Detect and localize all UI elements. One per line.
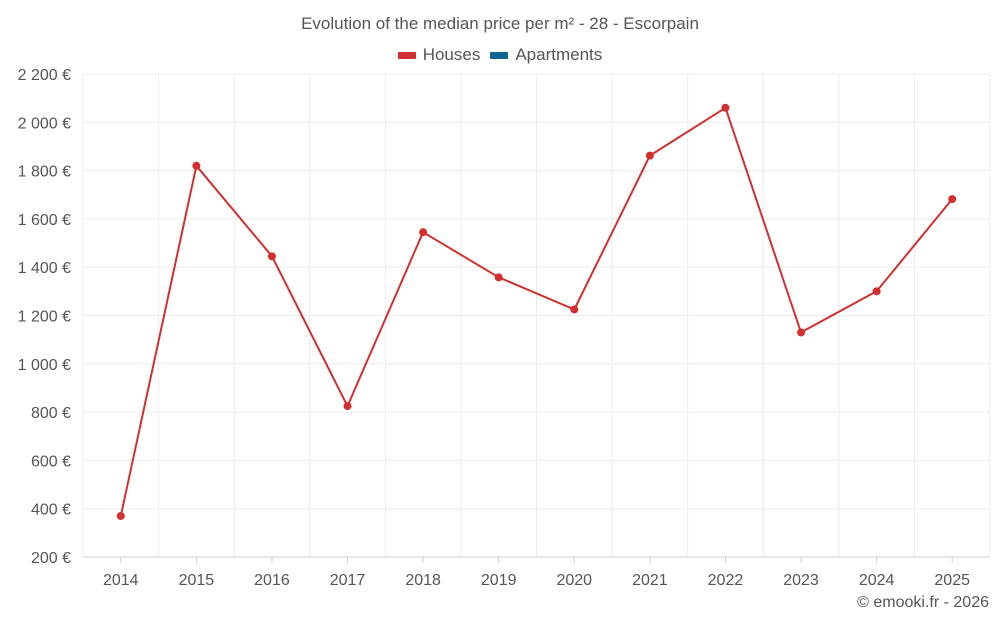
x-tick-label: 2022 — [708, 572, 744, 589]
data-point-houses-2022 — [721, 103, 730, 112]
legend-item-houses[interactable]: Houses — [397, 45, 481, 65]
x-axis-ticks: 2014 2015 2016 2017 2018 2019 2020 2021 2022 2023… — [103, 557, 970, 589]
legend: Houses Apartments — [0, 45, 1000, 65]
data-point-houses-2024 — [872, 287, 881, 296]
y-tick-label: 2 200 € — [18, 67, 71, 84]
legend-label-apartments: Apartments — [515, 45, 603, 64]
y-tick-label: 2 000 € — [18, 115, 71, 132]
apartments-swatch — [490, 51, 509, 59]
x-tick-label: 2017 — [330, 572, 366, 589]
data-point-houses-2021 — [645, 151, 654, 160]
y-tick-label: 1 000 € — [18, 357, 71, 374]
series — [116, 103, 957, 520]
chart-title: Evolution of the median price per m² - 2… — [301, 14, 699, 33]
x-tick-label: 2023 — [783, 572, 819, 589]
data-point-houses-2025 — [948, 195, 957, 204]
y-tick-label: 200 € — [31, 550, 71, 567]
houses-swatch — [397, 51, 416, 59]
y-tick-label: 1 600 € — [18, 212, 71, 229]
y-tick-label: 1 800 € — [18, 164, 71, 181]
x-tick-label: 2018 — [405, 572, 441, 589]
grid — [82, 73, 991, 557]
x-tick-label: 2019 — [481, 572, 517, 589]
x-tick-label: 2015 — [179, 572, 215, 589]
x-tick-label: 2025 — [934, 572, 970, 589]
y-tick-label: 1 200 € — [18, 309, 71, 326]
x-tick-label: 2021 — [632, 572, 668, 589]
data-point-houses-2018 — [419, 228, 428, 237]
data-point-houses-2019 — [494, 273, 503, 282]
x-tick-label: 2024 — [859, 572, 895, 589]
data-point-houses-2015 — [192, 161, 201, 170]
y-axis-ticks: 200 € 400 € 600 € 800 € 1 000 € 1 200 € 1 400 … — [18, 67, 71, 567]
data-point-houses-2016 — [267, 252, 276, 261]
series-line-houses — [119, 106, 953, 517]
y-tick-label: 800 € — [31, 405, 71, 422]
credit: © emooki.fr - 2026 — [857, 594, 989, 611]
data-point-houses-2020 — [570, 305, 579, 314]
y-tick-label: 1 400 € — [18, 260, 71, 277]
data-point-houses-2017 — [343, 402, 352, 411]
legend-label-houses: Houses — [422, 45, 481, 64]
data-point-houses-2023 — [797, 328, 806, 337]
legend-item-apartments[interactable]: Apartments — [490, 45, 602, 65]
x-tick-label: 2016 — [254, 572, 290, 589]
y-tick-label: 400 € — [31, 502, 71, 519]
data-point-houses-2014 — [116, 511, 125, 520]
y-tick-label: 600 € — [31, 453, 71, 470]
x-tick-label: 2020 — [556, 572, 592, 589]
x-tick-label: 2014 — [103, 572, 139, 589]
